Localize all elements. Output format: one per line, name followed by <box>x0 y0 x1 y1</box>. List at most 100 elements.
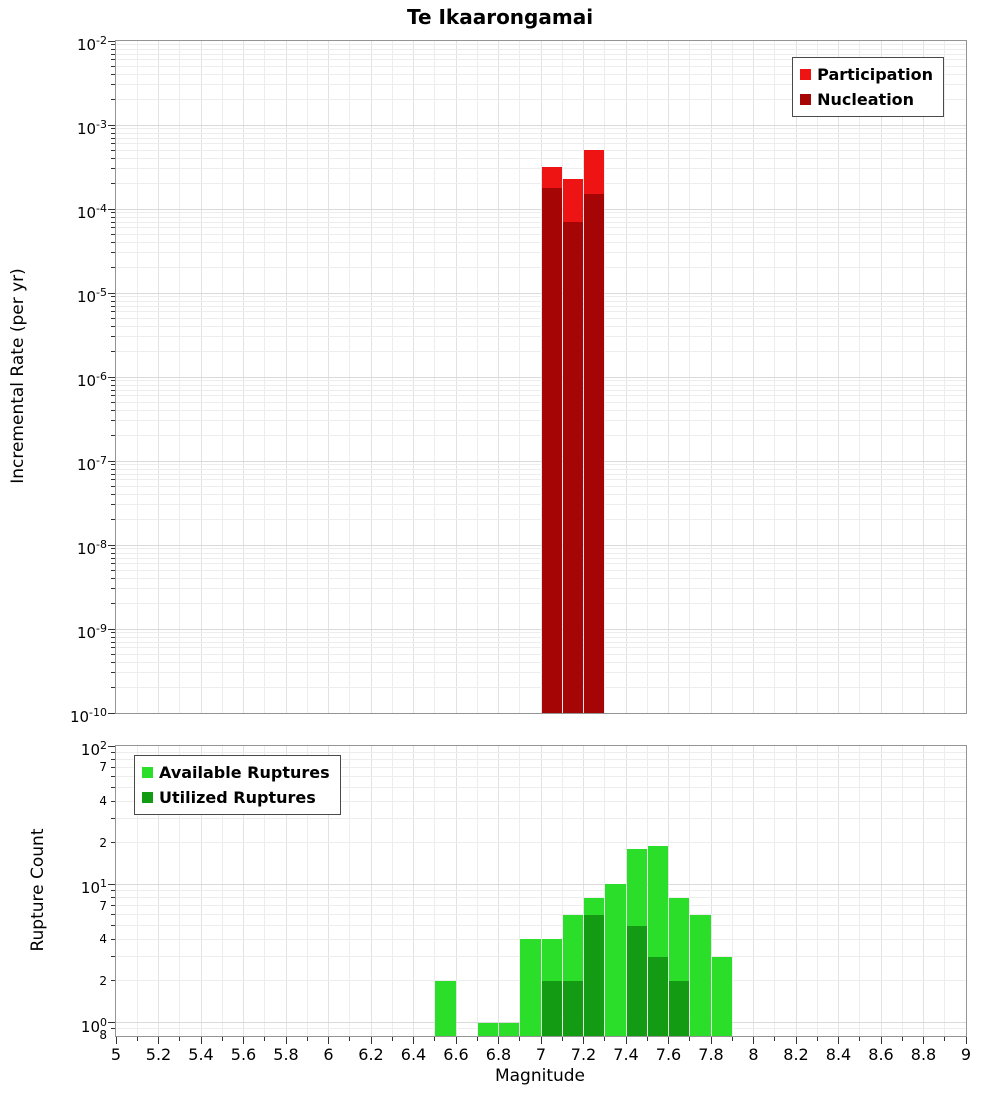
y-tick-minor <box>111 212 115 214</box>
gridline-horizontal-minor <box>116 661 966 663</box>
x-tick-label: 7.4 <box>613 1045 639 1064</box>
bar-utilized-ruptures <box>541 980 562 1036</box>
gridline-horizontal-minor <box>116 787 966 789</box>
y-tick-minor <box>111 938 115 940</box>
y-tick-minor <box>111 800 115 802</box>
x-tick <box>625 1037 627 1044</box>
bar-available-ruptures <box>690 914 711 1036</box>
x-tick <box>753 1037 754 1044</box>
gridline-horizontal-minor <box>116 311 966 313</box>
y-minor-tick-label: 2 <box>99 973 107 988</box>
gridline-horizontal-minor <box>116 267 966 269</box>
x-tick <box>965 1037 967 1044</box>
gridline-horizontal-minor <box>116 468 966 470</box>
y-tick-minor <box>111 563 115 565</box>
y-tick-minor <box>111 636 115 638</box>
gridline-horizontal-minor <box>116 48 966 50</box>
gridline-horizontal-minor <box>116 128 966 130</box>
available-ruptures-swatch-icon <box>142 767 153 778</box>
x-tick <box>689 1037 691 1041</box>
y-tick-major <box>108 292 115 294</box>
legend-entry-available-ruptures: Available Ruptures <box>142 760 330 785</box>
y-tick-minor <box>111 351 115 353</box>
y-tick-label: 100 <box>80 1015 107 1036</box>
x-tick <box>561 1037 563 1041</box>
x-tick-label: 7.2 <box>570 1045 597 1064</box>
bar-utilized-ruptures <box>562 980 583 1036</box>
y-tick-minor <box>111 389 115 391</box>
gridline-horizontal-minor <box>116 384 966 386</box>
x-tick <box>476 1037 478 1041</box>
x-tick <box>795 1037 797 1044</box>
y-tick-minor <box>111 557 115 559</box>
x-tick <box>774 1037 776 1041</box>
gridline-horizontal-minor <box>116 925 966 927</box>
x-tick <box>540 1037 542 1044</box>
y-tick-major <box>108 628 115 630</box>
legend-entry-nucleation: Nucleation <box>800 87 933 112</box>
x-tick-label: 6.4 <box>400 1045 427 1064</box>
gridline-horizontal-major <box>116 376 966 378</box>
gridline-horizontal-minor <box>116 1028 966 1030</box>
x-tick <box>923 1037 924 1044</box>
x-tick <box>391 1037 393 1041</box>
gridline-horizontal-minor <box>116 212 966 214</box>
gridline-horizontal-minor <box>116 336 966 338</box>
x-tick <box>136 1037 138 1041</box>
y-tick-minor <box>111 311 115 313</box>
y-tick-minor <box>111 661 115 663</box>
y-tick-minor <box>111 84 115 86</box>
x-tick <box>901 1037 903 1041</box>
x-tick <box>880 1037 882 1044</box>
y-tick-minor <box>111 267 115 269</box>
y-tick-minor <box>111 420 115 422</box>
gridline-horizontal-minor <box>116 53 966 55</box>
gridline-horizontal-minor <box>116 751 966 753</box>
gridline-horizontal-minor <box>116 351 966 353</box>
gridline-horizontal-minor <box>116 216 966 218</box>
y-tick-minor <box>111 137 115 139</box>
x-tick-label: 6 <box>323 1045 334 1064</box>
y-tick-minor <box>111 149 115 151</box>
x-tick <box>264 1037 266 1041</box>
rupture-count-plot: Available Ruptures Utilized Ruptures <box>115 745 967 1037</box>
gridline-horizontal-minor <box>116 563 966 565</box>
y-tick-label: 10-2 <box>76 34 107 54</box>
bar-available-ruptures <box>520 939 541 1036</box>
gridline-horizontal-minor <box>116 479 966 481</box>
y-tick-minor <box>111 956 115 958</box>
x-tick <box>838 1037 839 1044</box>
x-tick <box>285 1037 287 1044</box>
gridline-horizontal-minor <box>116 493 966 495</box>
gridline-horizontal-minor <box>116 758 966 760</box>
x-tick <box>221 1037 223 1041</box>
gridline-horizontal-minor <box>116 473 966 475</box>
y-tick-minor <box>111 409 115 411</box>
y-tick-minor <box>111 325 115 327</box>
legend-label-nucleation: Nucleation <box>817 90 915 109</box>
y-tick-minor <box>111 464 115 466</box>
y-tick-major <box>108 883 115 885</box>
gridline-horizontal-minor <box>116 401 966 403</box>
gridline-horizontal-minor <box>116 325 966 327</box>
y-tick-label: 101 <box>80 877 107 898</box>
gridline-horizontal-minor <box>116 149 966 151</box>
y-tick-label: 10-3 <box>76 118 107 138</box>
x-tick <box>200 1037 202 1044</box>
y-tick-minor <box>111 395 115 397</box>
rupture-legend: Available Ruptures Utilized Ruptures <box>134 755 341 815</box>
gridline-horizontal-minor <box>116 380 966 382</box>
y-minor-tick-label: 7 <box>99 898 107 913</box>
gridline-horizontal-minor <box>116 672 966 674</box>
x-tick-label: 6.8 <box>485 1045 512 1064</box>
y-tick-label: 10-7 <box>76 454 107 474</box>
bar-utilized-ruptures <box>669 980 690 1036</box>
gridline-horizontal-minor <box>116 776 966 778</box>
y-tick-label: 10-5 <box>76 286 107 306</box>
x-tick <box>434 1037 436 1041</box>
gridline-horizontal-major <box>116 544 966 546</box>
x-tick <box>179 1037 181 1041</box>
y-tick-minor <box>111 473 115 475</box>
x-tick-label: 6.6 <box>443 1045 469 1064</box>
y-tick-minor <box>111 221 115 223</box>
